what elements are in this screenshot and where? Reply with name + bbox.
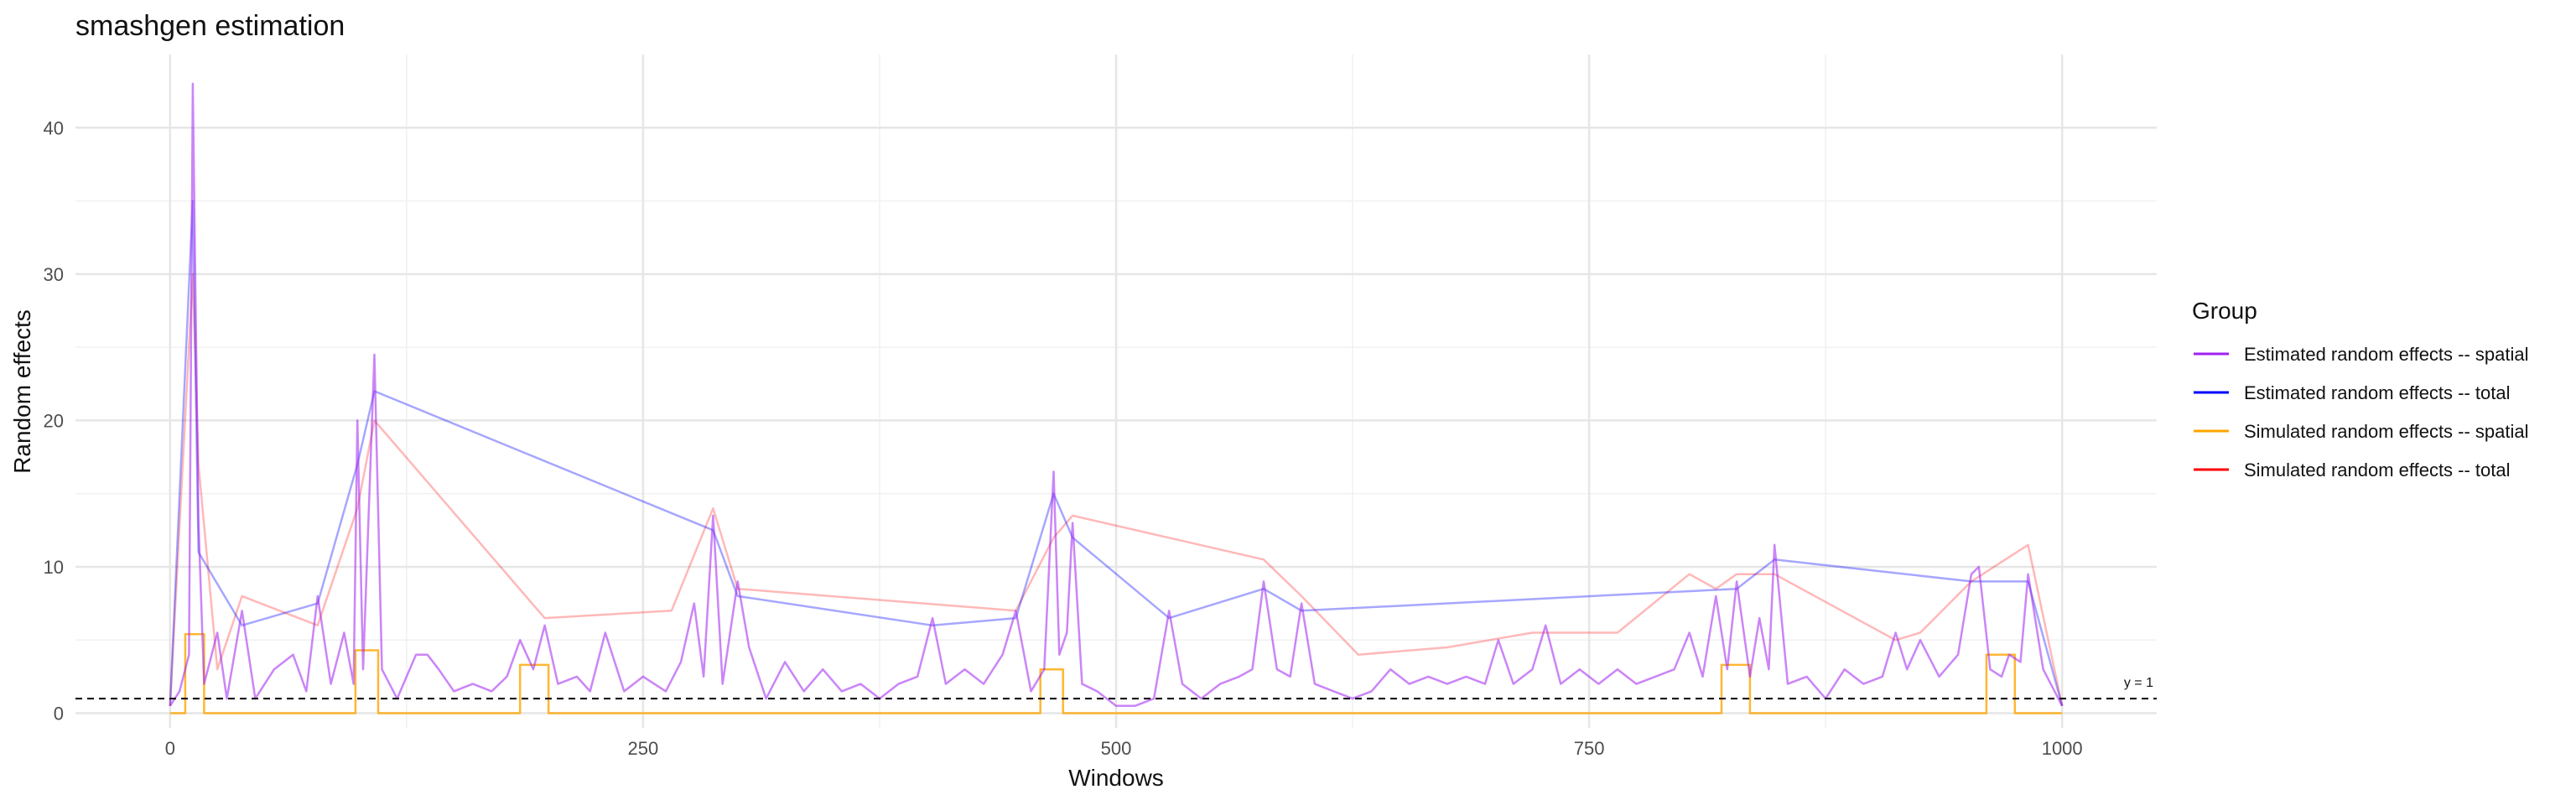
y-tick-label: 0 (54, 704, 64, 724)
series-layer (169, 82, 2064, 714)
x-tick-label: 500 (1101, 738, 1132, 759)
legend-label-2: Estimated random effects -- total (2244, 382, 2511, 403)
y-tick-label: 20 (44, 410, 64, 431)
major-gridlines (75, 55, 2157, 728)
legend-label-3: Simulated random effects -- spatial (2244, 421, 2529, 442)
legend-label-1: Estimated random effects -- spatial (2244, 344, 2529, 365)
legend: Group Estimated random effects -- spatia… (2192, 298, 2529, 480)
y-tick-label: 30 (44, 264, 64, 285)
series-line-3 (169, 633, 2063, 714)
legend-label-4: Simulated random effects -- total (2244, 460, 2511, 480)
x-tick-label: 750 (1574, 738, 1605, 759)
x-tick-label: 250 (628, 738, 659, 759)
series-line-1 (169, 82, 2064, 708)
chart-title: smashgen estimation (75, 10, 345, 42)
x-axis-title: Windows (1068, 765, 1164, 791)
reference-line-label: y = 1 (2124, 676, 2153, 690)
series-line-4 (169, 273, 2064, 707)
tick-labels: 0 250 500 750 1000 0 10 20 30 40 (44, 117, 2083, 759)
reference-line-layer: y = 1 (75, 676, 2157, 700)
y-tick-label: 40 (44, 117, 64, 138)
y-axis-title: Random effects (9, 309, 35, 474)
series-line-2 (169, 200, 2064, 707)
x-tick-label: 0 (165, 738, 175, 759)
y-tick-label: 10 (44, 557, 64, 578)
legend-title: Group (2192, 298, 2257, 324)
x-tick-label: 1000 (2042, 738, 2083, 759)
